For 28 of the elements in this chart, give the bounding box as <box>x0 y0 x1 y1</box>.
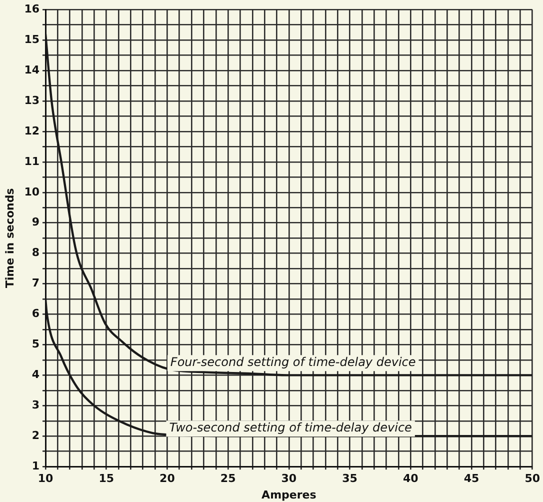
y-axis-title: Time in seconds <box>3 188 16 288</box>
y-tick-label: 10 <box>24 185 40 198</box>
y-tick-label: 3 <box>32 398 40 412</box>
y-tick-label: 9 <box>32 216 40 229</box>
y-tick-label: 4 <box>32 368 40 382</box>
annotation: Two-second setting of time-delay device <box>169 420 412 435</box>
x-tick-label: 45 <box>464 472 480 486</box>
x-axis-title: Amperes <box>262 488 317 502</box>
y-tick-label: 16 <box>24 2 40 16</box>
x-tick-label: 30 <box>281 472 297 486</box>
x-tick-label: 25 <box>220 472 236 486</box>
x-tick-label: 35 <box>342 472 358 486</box>
y-tick-label: 8 <box>32 246 40 260</box>
y-tick-label: 5 <box>32 338 40 351</box>
y-tick-label: 15 <box>24 32 40 46</box>
annotation: Four-second setting of time-delay device <box>170 355 416 370</box>
x-tick-label: 15 <box>98 472 114 486</box>
y-tick-label: 6 <box>32 307 40 320</box>
y-tick-label: 12 <box>24 124 40 138</box>
y-tick-label: 7 <box>32 276 40 290</box>
x-tick-label: 50 <box>524 472 540 486</box>
x-tick-label: 40 <box>402 472 419 486</box>
x-tick-label: 20 <box>160 472 176 486</box>
y-tick-label: 13 <box>24 94 40 107</box>
y-tick-label: 1 <box>32 459 40 472</box>
y-tick-label: 14 <box>24 63 40 76</box>
y-tick-label: 2 <box>32 428 40 442</box>
y-tick-label: 11 <box>24 154 40 168</box>
